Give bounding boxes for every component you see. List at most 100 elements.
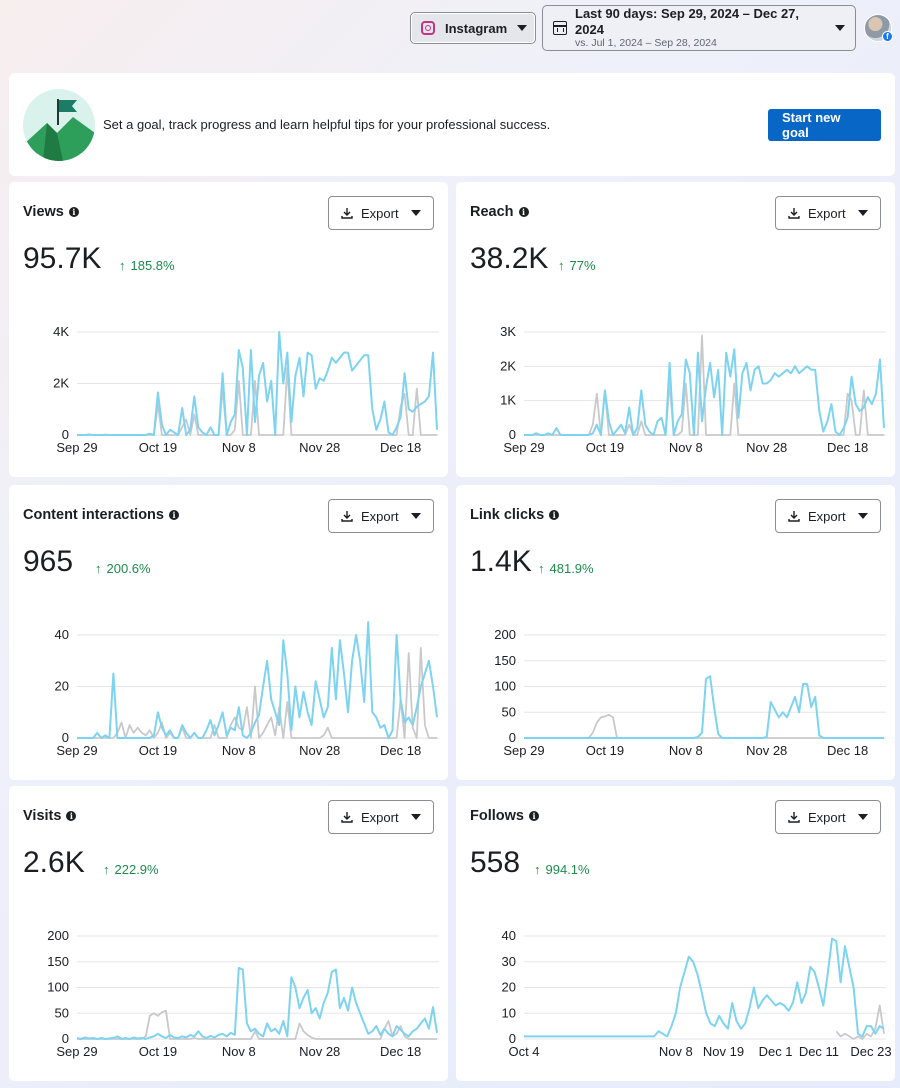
series-line-previous — [77, 1009, 437, 1040]
export-label: Export — [361, 809, 399, 825]
line-chart: 0 10 20 30 40 Oct 4 Nov 8 Nov 19 Dec 1 Dec 11 Dec … — [502, 928, 892, 1059]
series-line-current — [524, 675, 884, 739]
x-tick-label: Oct 4 — [508, 1044, 539, 1059]
export-label: Export — [808, 809, 846, 825]
x-tick-label: Sep 29 — [503, 743, 544, 758]
instagram-icon — [421, 21, 435, 35]
metric-value: 95.7K — [23, 242, 102, 275]
export-button[interactable]: Export — [775, 800, 881, 834]
y-tick-label: 2K — [500, 358, 516, 373]
download-icon — [788, 207, 800, 219]
export-button[interactable]: Export — [775, 196, 881, 230]
metric-card-follows: Follows i Export 558 ↑ 994.1% 0 10 20 30 40 O… — [456, 786, 895, 1081]
x-tick-label: Dec 23 — [850, 1044, 891, 1059]
caret-down-icon — [411, 814, 421, 820]
y-tick-label: 20 — [502, 980, 516, 995]
date-range-selector[interactable]: Last 90 days: Sep 29, 2024 – Dec 27, 202… — [542, 5, 856, 51]
export-button[interactable]: Export — [328, 499, 434, 533]
x-tick-label: Sep 29 — [503, 440, 544, 455]
x-tick-label: Sep 29 — [56, 743, 97, 758]
card-title: Visits i — [23, 808, 77, 824]
y-tick-label: 100 — [494, 679, 516, 694]
x-tick-label: Dec 18 — [827, 440, 868, 455]
card-title-text: Link clicks — [470, 507, 545, 523]
x-tick-label: Nov 8 — [222, 440, 256, 455]
export-button[interactable]: Export — [328, 800, 434, 834]
info-icon[interactable]: i — [66, 811, 77, 821]
y-tick-label: 100 — [47, 980, 69, 995]
info-icon[interactable]: i — [68, 207, 79, 217]
metric-card-reach: Reach i Export 38.2K ↑ 77% 0 1K 2K 3K Sep 29… — [456, 182, 895, 477]
x-tick-label: Dec 18 — [380, 743, 421, 758]
y-tick-label: 50 — [502, 704, 516, 719]
x-tick-label: Nov 28 — [746, 440, 787, 455]
card-title-text: Views — [23, 204, 64, 220]
metric-delta: ↑ 200.6% — [95, 561, 151, 576]
line-chart: 0 50 100 150 200 Sep 29 Oct 19 Nov 8 Nov 28 Dec 1… — [494, 627, 886, 758]
x-tick-label: Dec 18 — [827, 743, 868, 758]
y-tick-label: 40 — [55, 627, 69, 642]
metric-card-visits: Visits i Export 2.6K ↑ 222.9% 0 50 100 150 2… — [9, 786, 448, 1081]
export-label: Export — [361, 508, 399, 524]
metric-delta: ↑ 994.1% — [534, 862, 590, 877]
metric-value: 38.2K — [470, 242, 549, 275]
metric-card-content-interactions: Content interactions i Export 965 ↑ 200.… — [9, 485, 448, 780]
metric-delta: ↑ 77% — [558, 258, 596, 273]
x-tick-label: Oct 19 — [586, 440, 624, 455]
x-tick-label: Nov 28 — [746, 743, 787, 758]
line-chart: 0 50 100 150 200 Sep 29 Oct 19 Nov 8 Nov 28 Dec 1… — [47, 928, 439, 1059]
metric-card-views: Views i Export 95.7K ↑ 185.8% 0 2K 4K Sep 2… — [9, 182, 448, 477]
series-line-previous — [835, 1004, 885, 1040]
export-button[interactable]: Export — [775, 499, 881, 533]
x-tick-label: Nov 8 — [669, 743, 703, 758]
y-tick-label: 0 — [62, 427, 69, 442]
x-tick-label: Nov 8 — [669, 440, 703, 455]
y-tick-label: 50 — [55, 1005, 69, 1020]
x-tick-label: Nov 28 — [299, 743, 340, 758]
goal-description: Set a goal, track progress and learn hel… — [103, 117, 551, 132]
platform-selector[interactable]: Instagram — [410, 12, 536, 44]
export-label: Export — [808, 508, 846, 524]
info-icon[interactable]: i — [549, 510, 560, 520]
metric-card-link-clicks: Link clicks i Export 1.4K ↑ 481.9% 0 50 10… — [456, 485, 895, 780]
x-tick-label: Oct 19 — [139, 1044, 177, 1059]
y-tick-label: 10 — [502, 1005, 516, 1020]
card-title: Content interactions i — [23, 507, 179, 523]
y-tick-label: 0 — [509, 427, 516, 442]
delta-value: 185.8% — [130, 258, 175, 273]
export-button[interactable]: Export — [328, 196, 434, 230]
info-icon[interactable]: i — [528, 811, 539, 821]
line-chart: 0 2K 4K Sep 29 Oct 19 Nov 8 Nov 28 Dec 18 — [53, 324, 439, 455]
avatar[interactable] — [864, 14, 892, 42]
x-tick-label: Oct 19 — [139, 743, 177, 758]
card-title: Link clicks i — [470, 507, 560, 523]
x-tick-label: Dec 11 — [799, 1044, 839, 1059]
caret-down-icon — [517, 25, 528, 31]
series-line-current — [77, 621, 438, 739]
delta-value: 222.9% — [114, 862, 159, 877]
caret-down-icon — [835, 25, 845, 31]
goal-banner: Set a goal, track progress and learn hel… — [9, 73, 895, 176]
caret-down-icon — [411, 513, 421, 519]
series-line-previous — [524, 334, 884, 436]
download-icon — [341, 510, 353, 522]
y-tick-label: 1K — [500, 393, 516, 408]
card-title-text: Content interactions — [23, 507, 164, 523]
metric-value: 965 — [23, 545, 74, 578]
line-chart: 0 20 40 Sep 29 Oct 19 Nov 8 Nov 28 Dec 18 — [55, 621, 439, 758]
y-tick-label: 0 — [62, 730, 69, 745]
card-title-text: Visits — [23, 808, 62, 824]
start-new-goal-button[interactable]: Start new goal — [768, 108, 881, 141]
caret-down-icon — [858, 814, 868, 820]
y-tick-label: 150 — [494, 653, 516, 668]
info-icon[interactable]: i — [518, 207, 529, 217]
caret-down-icon — [858, 210, 868, 216]
y-tick-label: 200 — [494, 627, 516, 642]
download-icon — [788, 510, 800, 522]
goal-flag-illustration — [23, 88, 95, 161]
delta-value: 481.9% — [549, 561, 594, 576]
info-icon[interactable]: i — [168, 510, 179, 520]
facebook-badge-icon: f — [882, 31, 893, 42]
card-title: Follows i — [470, 808, 539, 824]
arrow-up-icon: ↑ — [534, 862, 541, 877]
